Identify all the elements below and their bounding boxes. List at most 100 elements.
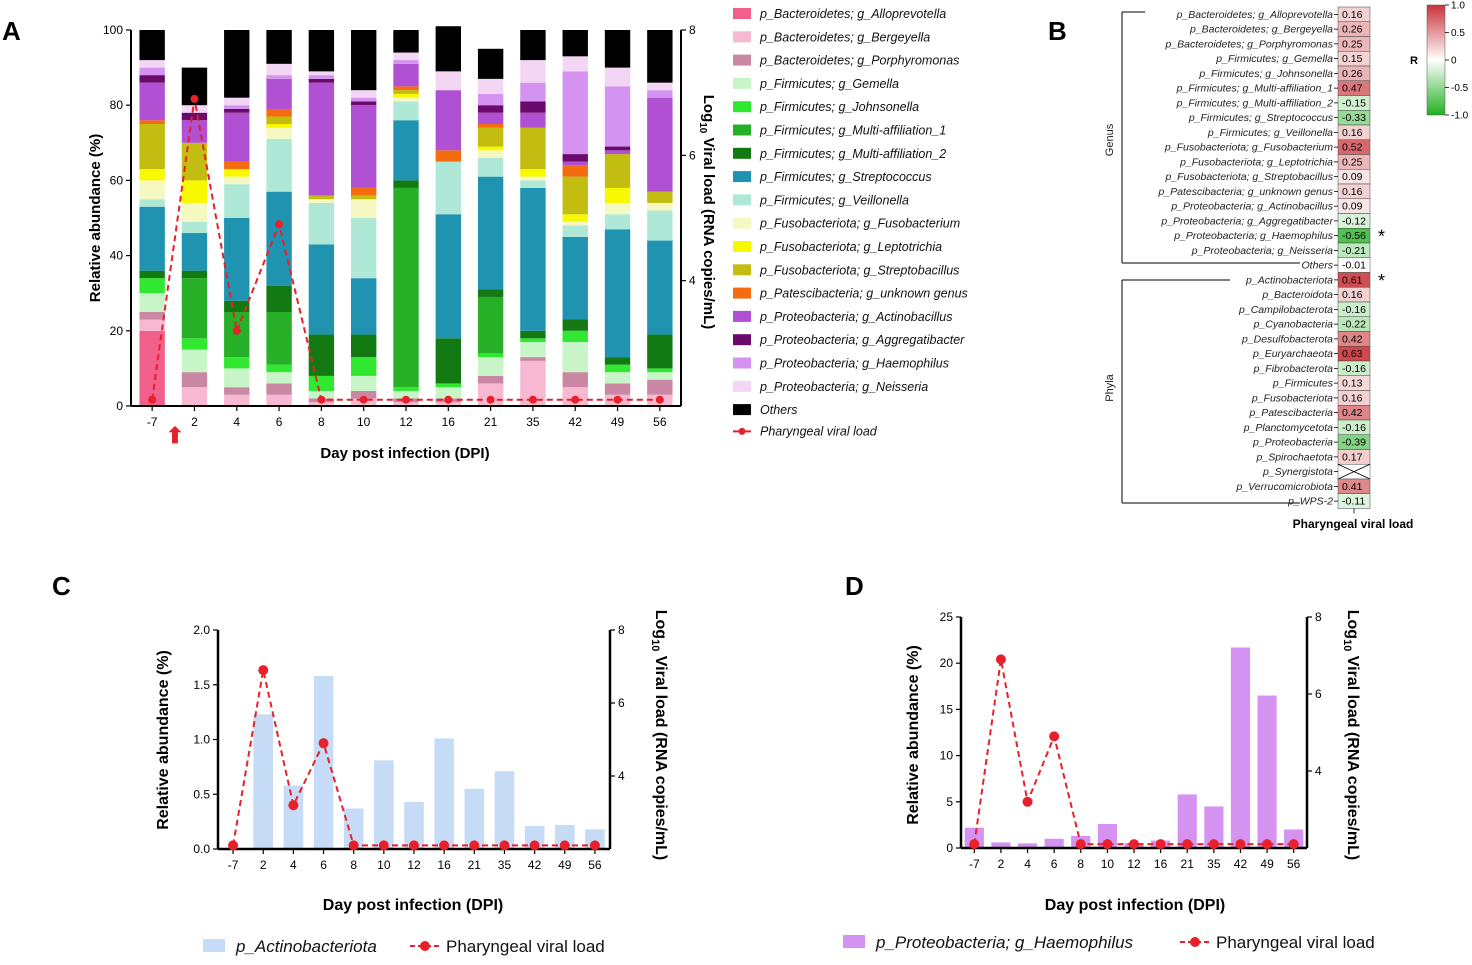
panel-a-bar-p-proteobacteria-g-haemophilus-12	[393, 60, 419, 64]
panel-a-bar-p-fusobacteriota-g-leptotrichia-6	[266, 124, 292, 128]
heatmap-value-p-proteobacteria-g-aggregatibacter: -0.12	[1342, 215, 1366, 227]
panel-a-bar-p-proteobacteria-g-haemophilus-21	[477, 93, 504, 106]
panel-a-bar-p-patescibacteria-g-unknown-genus-4	[224, 161, 250, 170]
panel-a-x-tick-label-7: -7	[147, 415, 158, 429]
panel-a-bar-p-patescibacteria-g-unknown-genus-7	[139, 120, 165, 124]
panel-a-bar-p-firmicutes-g-johnsonella-2	[181, 338, 208, 350]
legend-swatch-p-proteobacteria-g-neisseria	[733, 380, 751, 392]
panel-d-viral-load-point-4	[1022, 796, 1033, 807]
heatmap-value-p-actinobacteriota: 0.61	[1342, 274, 1363, 286]
panel-a-bar-p-proteobacteria-g-aggregatibacter-49	[604, 146, 631, 151]
panel-c-viral-load-point-6	[318, 738, 329, 749]
panel-d-y-tick-label: 15	[940, 702, 954, 716]
panel-a-bar-p-firmicutes-g-gemella-49	[604, 372, 631, 384]
heatmap-row-label-p-proteobacteria-g-haemophilus: p_Proteobacteria; g_Haemophilus	[1173, 230, 1334, 242]
heatmap-value-p-cyanobacteria: -0.22	[1342, 319, 1366, 331]
panel-a-bar-p-firmicutes-g-gemella-6	[266, 372, 292, 384]
legend-swatch-p-proteobacteria-g-actinobacillus	[733, 310, 751, 322]
panel-d-viral-load-point-12	[1129, 839, 1139, 850]
legend-label-p-firmicutes-g-veillonella: p_Firmicutes; g_Veillonella	[759, 193, 909, 207]
panel-a-bar-p-fusobacteriota-g-fusobacterium-42	[562, 221, 588, 226]
panel-c-viral-load-point-35	[499, 840, 510, 851]
heatmap-row-label-p-bacteroidetes-g-bergeyella: p_Bacteroidetes; g_Bergeyella	[1189, 24, 1333, 36]
panel-a-y2-tick-label: 4	[689, 274, 696, 288]
panel-a-bar-p-firmicutes-g-veillonella-35	[520, 180, 546, 188]
panel-a-bar-p-firmicutes-g-multi-affiliation-2-4	[224, 300, 250, 312]
heatmap-row-label-p-actinobacteriota: p_Actinobacteriota	[1245, 274, 1333, 286]
panel-c-x-tick-label-6: 6	[320, 858, 327, 872]
panel-d-x-tick-label-12: 12	[1127, 857, 1141, 871]
panel-a-bar-p-bacteroidetes-g-porphyromonas-4	[224, 387, 250, 395]
panel-a-bar-p-firmicutes-g-multi-affiliation-2-10	[351, 334, 377, 358]
panel-a-bar-p-firmicutes-g-streptococcus-56	[647, 240, 673, 335]
panel-a-bar-p-patescibacteria-g-unknown-genus-10	[351, 187, 377, 196]
panel-d-bar-p-proteobacteria-g-haemophilus-21	[1177, 794, 1197, 848]
heatmap-row-label-p-fibrobacterota: p_Fibrobacterota	[1253, 363, 1334, 375]
panel-a-bar-p-proteobacteria-g-actinobacillus-4	[224, 112, 250, 162]
panel-a-bar-p-firmicutes-g-gemella-8	[308, 390, 335, 399]
panel-a-bar-p-firmicutes-g-streptococcus-10	[351, 278, 377, 335]
panel-a-bar-p-firmicutes-g-veillonella-8	[308, 202, 335, 245]
legend-label-p-fusobacteriota-g-leptotrichia: p_Fusobacteriota; g_Leptotrichia	[759, 240, 942, 254]
panel-d-x-tick-label-35: 35	[1207, 857, 1221, 871]
heatmap-row-label-p-fusobacteriota-g-fusobacterium: p_Fusobacteriota; g_Fusobacterium	[1164, 142, 1333, 154]
panel-d-legend: p_Proteobacteria; g_Haemophilus Pharynge…	[843, 933, 1375, 952]
panel-c-y-tick-label: 0.5	[193, 787, 210, 801]
legend-label-p-bacteroidetes-g-bergeyella: p_Bacteroidetes; g_Bergeyella	[759, 30, 930, 44]
panel-a-bar-p-fusobacteriota-g-streptobacillus-6	[266, 116, 292, 124]
panel-a-y-tick-label: 80	[110, 98, 124, 112]
panel-a-bar-p-proteobacteria-g-aggregatibacter-42	[562, 154, 588, 162]
heatmap-value-p-firmicutes-g-streptococcus: -0.33	[1342, 112, 1366, 124]
heatmap-row-label-p-fusobacteriota-g-leptotrichia: p_Fusobacteriota; g_Leptotrichia	[1179, 156, 1333, 168]
panel-a-bar-p-firmicutes-g-streptococcus-16	[435, 214, 461, 339]
panel-a-bar-p-fusobacteriota-g-streptobacillus-21	[477, 127, 504, 147]
heatmap-value-p-fusobacteriota-g-fusobacterium: 0.52	[1342, 142, 1363, 154]
panel-c-bar-p-actinobacteriota-6	[313, 675, 334, 849]
heatmap-row-label-p-synergistota: p_Synergistota	[1262, 466, 1333, 478]
panel-a-bar-p-proteobacteria-g-actinobacillus-42	[562, 161, 588, 166]
panel-c-bar-p-actinobacteriota-35	[494, 771, 515, 849]
panel-a-bar-p-firmicutes-g-veillonella-16	[435, 161, 461, 215]
legend-label-p-proteobacteria-g-actinobacillus: p_Proteobacteria; g_Actinobacillus	[759, 310, 952, 324]
panel-a-bar-p-firmicutes-g-gemella-16	[435, 387, 461, 399]
legend-swatch-p-bacteroidetes-g-alloprevotella	[733, 8, 751, 19]
heatmap-value-p-proteobacteria-g-neisseria: -0.21	[1342, 245, 1366, 257]
panel-a-viral-load-point-7	[148, 395, 157, 404]
legend-swatch-p-firmicutes-g-streptococcus	[733, 171, 751, 183]
panel-a-bar-p-bacteroidetes-g-bergeyella-7	[139, 319, 165, 331]
panel-c-viral-load-point-12	[409, 840, 419, 851]
panel-d-x-tick-label-6: 6	[1051, 857, 1058, 871]
panel-a-bar-p-fusobacteriota-g-leptotrichia-7	[139, 169, 165, 181]
panel-a-x-tick-label-21: 21	[484, 415, 498, 429]
panel-c-bar-p-actinobacteriota-8	[343, 808, 364, 849]
heatmap-row-label-p-spirochaetota: p_Spirochaetota	[1256, 451, 1334, 463]
panel-a-bar-p-proteobacteria-g-haemophilus-49	[604, 86, 631, 147]
colorbar-tick-label: -0.5	[1451, 83, 1469, 94]
panel-a-bar-p-proteobacteria-g-aggregatibacter-21	[477, 105, 504, 113]
panel-c-y2-tick-label: 4	[618, 769, 625, 783]
panel-a-bar-p-proteobacteria-g-actinobacillus-8	[308, 82, 335, 196]
panel-d-viral-load-point-8	[1075, 839, 1086, 850]
panel-a-x-tick-label-6: 6	[276, 415, 283, 429]
panel-a-bar-p-firmicutes-g-multi-affiliation-2-2	[181, 270, 208, 279]
panel-c-viral-load-point-10	[378, 840, 389, 851]
panel-a-bar-p-patescibacteria-g-unknown-genus-21	[477, 124, 504, 128]
panel-a-bar-p-firmicutes-g-gemella-12	[393, 390, 419, 399]
heatmap-value-p-firmicutes-g-multi-affiliation-2: -0.15	[1342, 97, 1366, 109]
legend-label-p-proteobacteria-g-haemophilus: p_Proteobacteria; g_Haemophilus	[759, 357, 949, 371]
heatmap-row-label-p-desulfobacterota: p_Desulfobacterota	[1241, 333, 1333, 345]
panel-a-bar-p-proteobacteria-g-neisseria-6	[266, 63, 292, 76]
panel-c-viral-load-point-2	[258, 665, 269, 676]
heatmap-value-p-desulfobacterota: 0.42	[1342, 333, 1363, 345]
panel-a-bar-p-firmicutes-g-streptococcus-49	[604, 229, 631, 358]
panel-c-x-tick-label-10: 10	[377, 858, 391, 872]
heatmap-value-p-fusobacteriota-g-leptotrichia: 0.25	[1342, 156, 1363, 168]
heatmap-row-label-p-verrucomicrobiota: p_Verrucomicrobiota	[1236, 481, 1334, 493]
panel-a-bar-p-firmicutes-g-multi-affiliation-2-56	[647, 334, 673, 369]
panel-a-bar-others-7	[139, 30, 165, 61]
heatmap-empty-cross	[1337, 463, 1371, 480]
panel-a-bar-p-fusobacteriota-g-leptotrichia-35	[520, 169, 546, 177]
panel-a-bar-p-proteobacteria-g-aggregatibacter-7	[139, 75, 165, 83]
panel-a-x-tick-label-4: 4	[233, 415, 240, 429]
panel-a-bar-p-proteobacteria-g-aggregatibacter-2	[181, 112, 208, 121]
